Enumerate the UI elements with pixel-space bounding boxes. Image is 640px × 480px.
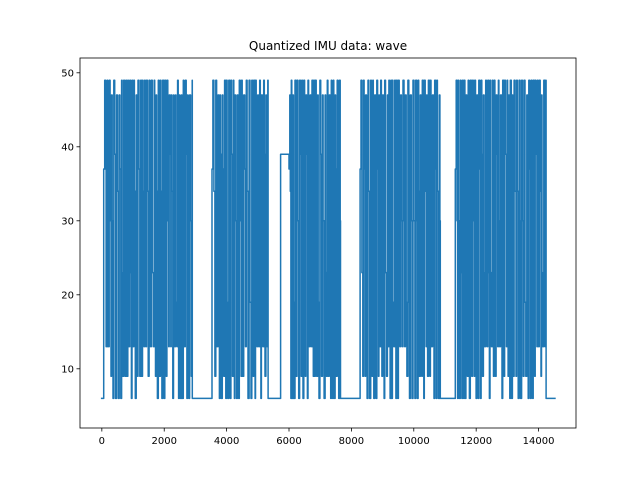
y-tick-label: 10 [61,364,74,375]
x-tick-label: 12000 [460,436,492,447]
x-tick-label: 0 [99,436,105,447]
plot-area [79,57,577,429]
series-line [100,79,556,400]
plot-frame [79,57,577,429]
x-tick-label: 6000 [276,436,301,447]
y-axis: 10 20 30 40 50 [61,68,80,375]
y-tick-label: 20 [61,290,74,301]
y-tick-label: 50 [61,68,74,79]
x-tick-label: 10000 [398,436,430,447]
y-tick-label: 40 [61,142,74,153]
x-tick-label: 8000 [339,436,364,447]
x-tick-label: 4000 [214,436,239,447]
y-tick-label: 30 [61,216,74,227]
x-tick-label: 14000 [523,436,555,447]
x-axis: 0 2000 4000 6000 8000 10000 12000 14000 [99,428,555,447]
x-tick-label: 2000 [151,436,176,447]
chart-title: Quantized IMU data: wave [249,39,407,53]
